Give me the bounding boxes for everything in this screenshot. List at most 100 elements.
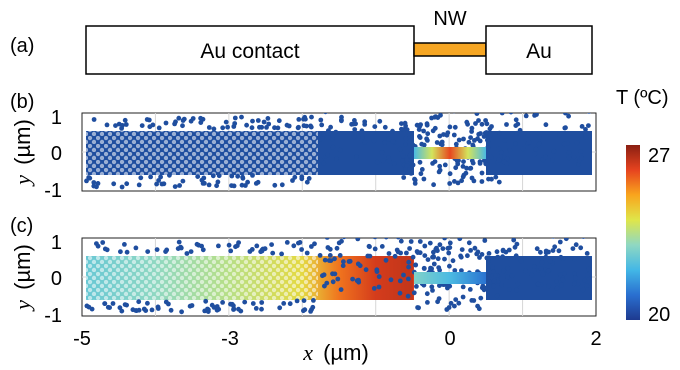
particle-dot [418, 171, 424, 177]
particle-dot [110, 301, 116, 306]
particle-dot [582, 277, 588, 283]
particle-dot [259, 306, 264, 312]
particle-dot [478, 131, 483, 136]
particle-dot [348, 230, 353, 235]
particle-dot [515, 228, 520, 233]
particle-dot [586, 96, 591, 101]
particle-dot [362, 140, 368, 145]
particle-dot [468, 248, 473, 253]
particle-dot [538, 266, 544, 271]
particle-dot [318, 117, 324, 123]
particle-dot [154, 181, 160, 187]
particle-dot [401, 175, 407, 180]
particle-dot [321, 131, 326, 137]
particle-dot [427, 104, 432, 109]
particle-dot [450, 258, 456, 264]
particle-dot [236, 240, 242, 246]
particle-dot [226, 242, 232, 248]
particle-dot [437, 133, 443, 139]
particle-dot [228, 248, 234, 254]
particle-dot [363, 267, 369, 273]
particle-dot [459, 97, 464, 102]
particle-dot [265, 116, 271, 121]
au-right-label: Au [526, 40, 552, 63]
particle-dot [404, 250, 409, 256]
particle-dot [445, 130, 451, 136]
panel-c-ytick-1: 1 [51, 232, 62, 254]
particle-dot [136, 299, 142, 305]
particle-dot [119, 184, 125, 190]
particle-dot [154, 247, 160, 253]
particle-dot [365, 253, 371, 259]
particle-dot [537, 230, 542, 235]
particle-dot [321, 160, 327, 166]
particle-dot [380, 158, 386, 164]
particle-dot [537, 106, 542, 111]
particle-dot [348, 228, 353, 233]
particle-dot [543, 95, 548, 100]
particle-dot [231, 306, 237, 312]
particle-dot [563, 125, 568, 131]
particle-dot [372, 96, 377, 101]
particle-dot [559, 282, 564, 288]
particle-dot [406, 233, 411, 238]
particle-dot [84, 303, 90, 309]
particle-dot [332, 271, 338, 277]
particle-dot [415, 250, 421, 256]
particle-dot [413, 262, 419, 268]
particle-dot [453, 297, 459, 302]
particle-dot [299, 247, 304, 252]
particle-dot [521, 101, 526, 106]
panel-c-label: (c) [10, 215, 33, 237]
particle-dot [550, 248, 556, 253]
particle-dot [327, 253, 333, 258]
particle-dot [323, 113, 328, 115]
particle-dot [180, 118, 186, 123]
particle-dot [341, 225, 346, 230]
particle-dot [334, 245, 340, 251]
particle-dot [498, 150, 504, 156]
particle-dot [442, 256, 447, 262]
xtick-neg5: -5 [73, 328, 91, 350]
particle-dot [122, 117, 128, 123]
particle-dot [529, 272, 535, 278]
particle-dot [347, 258, 353, 264]
particle-dot [304, 179, 310, 185]
particle-dot [239, 114, 244, 120]
panel-c-ylabel-symbol: y [10, 300, 35, 312]
particle-dot [250, 118, 255, 124]
particle-dot [566, 155, 572, 161]
particle-dot [220, 125, 226, 131]
particle-dot [184, 251, 190, 256]
particle-dot [341, 259, 346, 265]
particle-dot [575, 281, 581, 287]
particle-dot [215, 179, 221, 185]
particle-dot [144, 117, 150, 122]
particle-dot [427, 105, 432, 110]
particle-dot [501, 159, 507, 165]
particle-dot [489, 124, 494, 129]
particle-dot [435, 256, 441, 262]
particle-dot [371, 286, 377, 291]
particle-dot [543, 122, 549, 128]
particle-dot [399, 121, 404, 126]
particle-dot [386, 158, 392, 164]
particle-dot [432, 114, 438, 120]
particle-dot [506, 287, 512, 292]
particle-dot [512, 244, 518, 250]
particle-dot [546, 283, 552, 289]
particle-dot [559, 102, 564, 107]
particle-dot [514, 130, 520, 136]
particle-dot [579, 155, 584, 161]
particle-dot [148, 174, 154, 180]
particle-dot [350, 276, 355, 282]
particle-dot [351, 121, 356, 127]
particle-dot [495, 278, 501, 284]
particle-dot [412, 181, 418, 186]
particle-dot [500, 247, 506, 253]
particle-dot [527, 219, 532, 224]
particle-dot [470, 160, 476, 166]
particle-dot [175, 246, 181, 252]
particle-dot [571, 154, 577, 160]
particle-dot [533, 146, 539, 152]
